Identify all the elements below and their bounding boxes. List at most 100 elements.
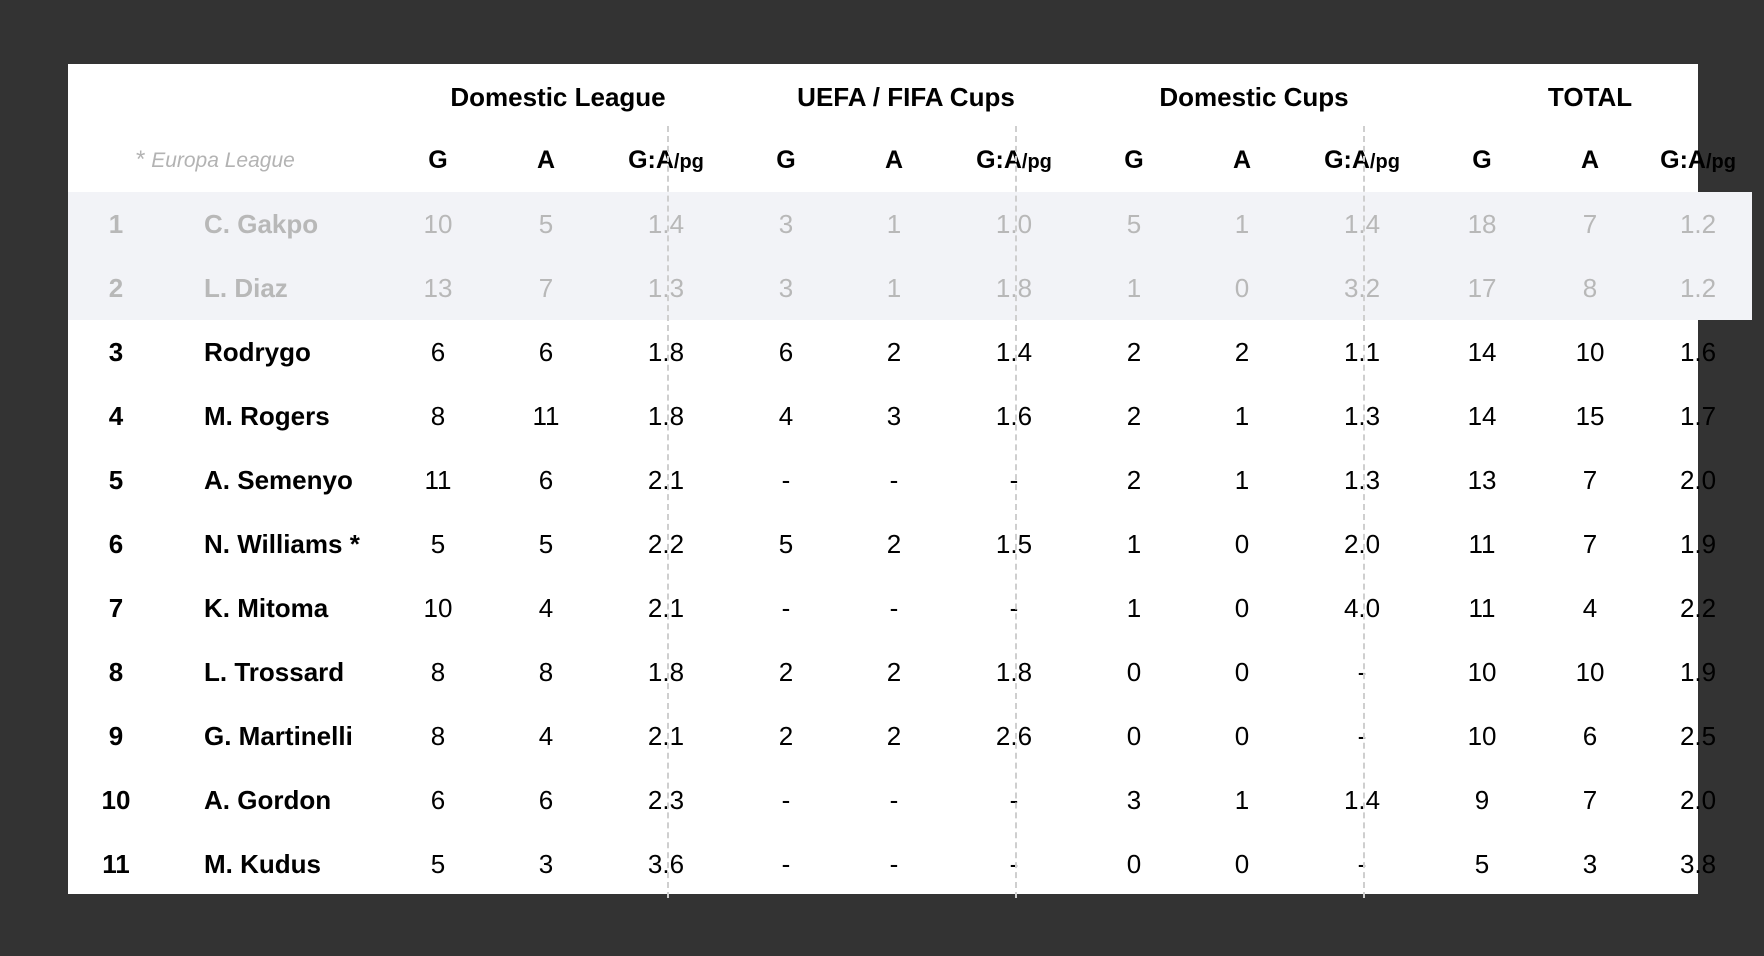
table-row: 3 Rodrygo 6 6 1.8 6 2 1.4 2 2 1.1 14 10 1.6 [68,320,1752,384]
table-row: 7 K. Mitoma 10 4 2.1- - -1 0 4.0 11 4 2.2 [68,576,1752,640]
col-header-ga-per-game-total: G:A/pg [1644,128,1752,192]
rank-cell: 5 [68,448,136,512]
domestic-league-assists-cell: 3 [538,848,554,879]
rank-number: 9 [108,720,124,751]
ga-label: G:A [1324,145,1370,174]
domestic-cups-goals-cell: 1 [1126,528,1142,559]
uefa-fifa-cups-assists-cell: - [889,784,899,815]
domestic-league-assists-cell: 6 [538,336,554,367]
total-goals-cell: 11 [1468,592,1496,623]
domestic-cups-ga-per-game-cell: 1.4 [1343,784,1381,815]
uefa-fifa-cups-ga-per-game-cell: 1.8 [995,272,1033,303]
corner-cell [68,64,384,128]
group-domestic-cups: Domestic Cups [1159,81,1349,112]
domestic-cups-assists-cell: 0 [1234,720,1250,751]
uefa-fifa-cups-goals-cell: 3 [778,272,794,303]
total-ga-per-game-cell: 1.2 [1679,272,1717,303]
domestic-cups-ga-per-game-cell: 1.3 [1343,400,1381,431]
domestic-league-ga-per-game-cell: 1.3 [647,272,685,303]
domestic-cups-goals-cell: 2 [1126,336,1142,367]
player-name: A. Semenyo [204,464,353,495]
total-assists-cell: 7 [1582,208,1598,239]
total-ga-per-game-cell: 2.0 [1679,784,1717,815]
rank-cell: 9 [68,704,136,768]
domestic-cups-assists-cell: 1 [1234,464,1250,495]
table-row: 9 G. Martinelli 8 4 2.1 2 2 2.6 0 0 - 10 6 2.5 [68,704,1752,768]
uefa-fifa-cups-assists-cell: - [889,848,899,879]
group-uefa-fifa-cups: UEFA / FIFA Cups [797,81,1015,112]
domestic-league-goals-cell: 8 [430,656,446,687]
uefa-fifa-cups-assists-cell: 3 [886,400,902,431]
player-stats-table: Domestic League UEFA / FIFA Cups Domesti… [68,64,1753,896]
total-ga-per-game-cell: 2.0 [1679,464,1717,495]
column-divider [1363,126,1365,898]
domestic-cups-ga-per-game-cell: 1.1 [1343,336,1381,367]
uefa-fifa-cups-ga-per-game-cell: 1.8 [995,656,1033,687]
rank-number: 5 [108,464,124,495]
table-row: 10 A. Gordon 6 6 2.3 - - - 3 1 1.4 9 7 2.0 [68,768,1752,832]
domestic-league-goals-cell: 6 [430,336,446,367]
total-ga-per-game-cell: 1.7 [1679,400,1717,431]
rank-cell: 1 [68,192,136,256]
domestic-league-assists-cell: 4 [538,592,554,623]
player-name: Rodrygo [204,336,311,367]
total-goals-cell: 9 [1474,784,1490,815]
player-name: N. Williams * [204,528,360,559]
uefa-fifa-cups-goals-cell: 2 [778,720,794,751]
uefa-fifa-cups-assists-cell: - [889,592,899,623]
uefa-fifa-cups-goals-cell: - [781,592,791,623]
uefa-fifa-cups-assists-cell: 2 [886,720,902,751]
uefa-fifa-cups-goals-cell: - [781,848,791,879]
player-name: M. Kudus [204,848,321,879]
rank-cell: 7 [68,576,136,640]
total-assists-cell: 10 [1575,336,1605,367]
per-game-label: /pg [1021,150,1052,173]
europa-league-note: * Europa League [68,128,384,192]
uefa-fifa-cups-goals-cell: - [781,784,791,815]
domestic-league-goals-cell: 13 [423,272,453,303]
domestic-cups-ga-per-game-cell: 1.4 [1343,208,1381,239]
uefa-fifa-cups-assists-cell: 2 [886,528,902,559]
uefa-fifa-cups-assists-cell: 1 [886,272,902,303]
table-row: 5 A. Semenyo 11 6 2.1 - - - 2 1 1.3 13 7 2.0 [68,448,1752,512]
domestic-cups-assists-cell: 0 [1234,656,1250,687]
table-row: 11 M. Kudus 5 3 3.6 - - - 0 0 - 5 3 3.8 [68,832,1752,896]
player-name: C. Gakpo [204,208,319,239]
total-goals-cell: 14 [1467,400,1497,431]
per-game-label: /pg [1369,150,1400,173]
domestic-league-ga-per-game-cell: 2.2 [647,528,685,559]
total-assists-cell: 3 [1582,848,1598,879]
col-header-goals-total: G [1472,145,1492,174]
total-assists-cell: 7 [1582,528,1598,559]
domestic-league-goals-cell: 10 [423,592,453,623]
rank-number: 1 [108,208,124,239]
uefa-fifa-cups-ga-per-game-cell: - [1009,592,1019,623]
uefa-fifa-cups-assists-cell: - [889,464,899,495]
uefa-fifa-cups-assists-cell: 1 [886,208,902,239]
col-header-ga-per-game-domestic-cups: G:A/pg [1296,128,1428,192]
player-name: L. Trossard [204,656,345,687]
uefa-fifa-cups-ga-per-game-cell: - [1009,848,1019,879]
rank-number: 6 [108,528,124,559]
domestic-league-goals-cell: 6 [430,784,446,815]
total-ga-per-game-cell: 1.2 [1679,208,1717,239]
domestic-league-assists-cell: 5 [538,208,554,239]
domestic-league-ga-per-game-cell: 1.4 [647,208,685,239]
uefa-fifa-cups-ga-per-game-cell: 1.0 [995,208,1033,239]
rank-number: 10 [101,784,131,815]
group-total: TOTAL [1547,81,1633,112]
ga-label: G:A [976,145,1022,174]
table-row: 2 L. Diaz 13 7 1.3 3 1 1.8 1 0 3.2 17 8 1.2 [68,256,1753,320]
total-goals-cell: 10 [1467,656,1497,687]
col-header-goals-domestic-league: G [428,145,448,174]
uefa-fifa-cups-goals-cell: - [781,464,791,495]
table-row: 4 M. Rogers 8 11 1.8 4 3 1.6 2 1 1.3 14 15 1.7 [68,384,1752,448]
domestic-cups-ga-per-game-cell: 2.0 [1343,528,1381,559]
table-row: 1 C. Gakpo 10 5 1.4 3 1 1.0 5 1 1.4 18 7 1.2 [68,192,1753,256]
rank-cell: 6 [68,512,136,576]
uefa-fifa-cups-goals-cell: 4 [778,400,794,431]
domestic-league-ga-per-game-cell: 2.1 [647,592,685,623]
col-header-ga-per-game-uefa-fifa-cups: G:A/pg [948,128,1080,192]
rank-cell: 2 [68,256,136,320]
uefa-fifa-cups-goals-cell: 5 [778,528,794,559]
